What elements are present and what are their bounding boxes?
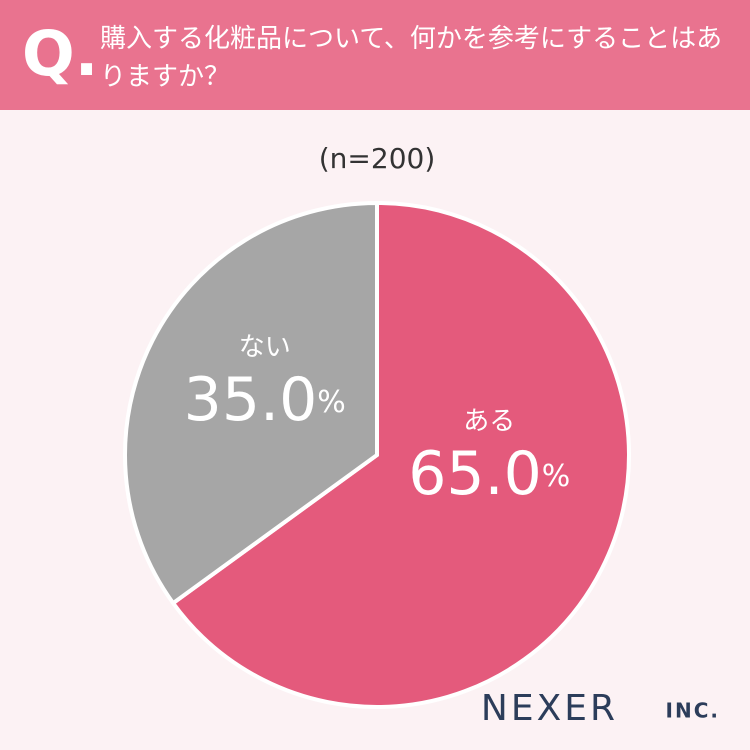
- slice-category: ない: [239, 332, 291, 362]
- pie-slice: [170, 200, 631, 709]
- chart-title: 購入する化粧品について、何かを参考にすることはありますか？: [100, 24, 723, 92]
- slice-value-label: 65.0%: [408, 439, 570, 509]
- brand-suffix: INC.: [666, 699, 720, 723]
- chart-subtitle: (n=200): [319, 142, 436, 175]
- question-mark: Q.: [22, 17, 99, 90]
- header: Q. 購入する化粧品について、何かを参考にすることはありますか？: [0, 0, 750, 110]
- slice-value-label: 35.0%: [184, 364, 346, 434]
- slice-category: ある: [463, 407, 515, 437]
- pie-slice: [123, 200, 379, 606]
- brand: NEXER: [481, 688, 618, 729]
